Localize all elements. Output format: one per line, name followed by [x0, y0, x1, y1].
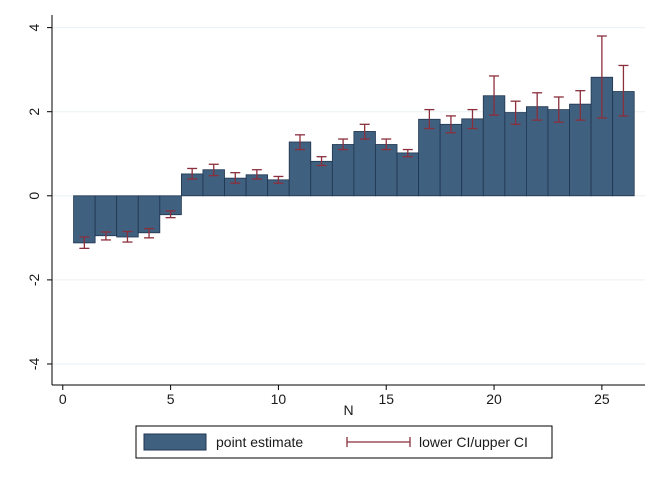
- bar-14: [353, 131, 376, 197]
- y-tick-label-2: 2: [26, 108, 42, 116]
- bar-12: [310, 160, 333, 197]
- bar-1: [73, 195, 96, 244]
- x-tick-label-25: 25: [594, 391, 610, 407]
- bar-2: [94, 195, 118, 237]
- bar-3: [116, 195, 139, 238]
- legend: point estimate lower CI/upper CI: [135, 425, 553, 459]
- bar-4: [137, 195, 161, 234]
- y-tick-label-0: 0: [26, 192, 42, 200]
- y-tick-label--2: -2: [26, 273, 42, 286]
- bars: [73, 76, 635, 244]
- bar-16: [396, 152, 419, 197]
- axes: -4 -2 0 2 4 0 5 10 15 20 25: [26, 15, 645, 407]
- x-tick-label-20: 20: [486, 391, 502, 407]
- bar-15: [375, 144, 398, 197]
- y-tick-label-4: 4: [26, 24, 42, 32]
- x-tick-label-10: 10: [271, 391, 287, 407]
- legend-swatch-point-estimate: [143, 433, 207, 451]
- legend-label-point-estimate: point estimate: [216, 434, 303, 450]
- x-tick-label-15: 15: [378, 391, 394, 407]
- x-tick-label-5: 5: [167, 391, 175, 407]
- bar-18: [439, 123, 463, 197]
- bar-21: [504, 112, 527, 197]
- bar-19: [461, 118, 484, 197]
- bar-17: [418, 118, 441, 197]
- x-axis-title: N: [343, 402, 353, 418]
- bar-13: [331, 144, 355, 197]
- x-tick-label-0: 0: [59, 391, 67, 407]
- legend-label-ci: lower CI/upper CI: [419, 434, 528, 450]
- y-tick-label--4: -4: [26, 358, 42, 371]
- confidence-intervals: [79, 35, 629, 250]
